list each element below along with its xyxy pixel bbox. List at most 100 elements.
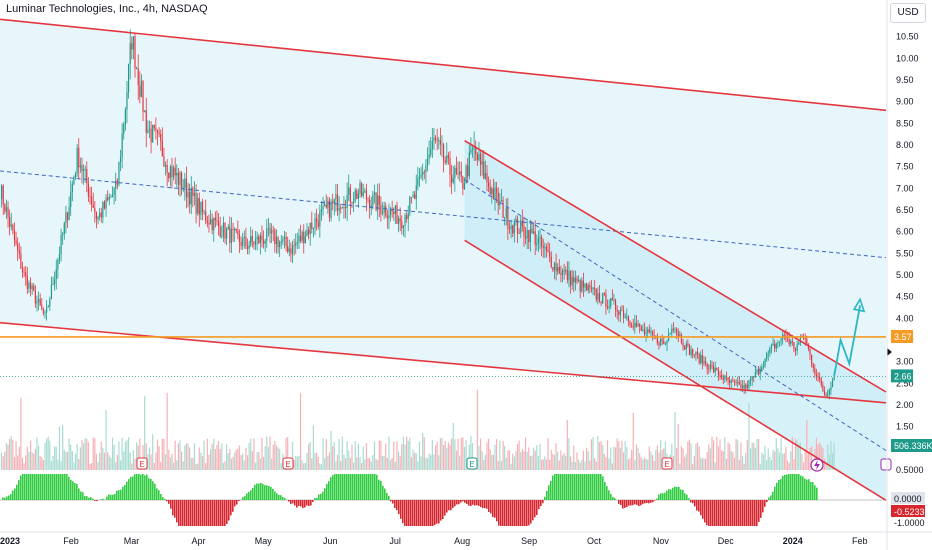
indicator-bar [360,474,362,500]
candle-body [634,322,636,328]
indicator-bar [298,500,300,507]
volume-bar [794,438,797,470]
candle-body [134,36,136,69]
volume-bar [322,438,324,470]
indicator-bar [692,500,694,504]
volume-bar [549,459,551,470]
volume-bar [680,446,683,470]
earnings-marker[interactable]: E [282,457,294,470]
indicator-bar [180,500,182,526]
volume-bar [41,457,43,470]
indicator-bar [184,500,186,526]
volume-bar [264,446,266,470]
volume-bar [801,453,803,470]
candle-body [573,276,575,283]
candle-body [780,338,782,342]
volume-bar [156,439,159,470]
volume-bar [479,438,482,470]
candle-body [312,227,315,229]
indicator-bar [572,474,574,500]
candle-body [455,167,458,174]
candle-body [76,147,78,174]
volume-bar [12,440,14,470]
indicator-bar [598,474,600,500]
candle-body [518,233,520,234]
volume-bar [365,443,368,470]
candle-body [696,351,699,355]
indicator-bar [434,500,436,525]
indicator-bar [334,474,336,500]
volume-bar [250,438,252,470]
volume-bar [357,443,360,470]
volume-bar [74,453,77,470]
indicator-bar [562,474,564,500]
indicator-bar [470,500,472,506]
indicator-bar [398,500,400,515]
earnings-upcoming-badge[interactable] [880,458,892,471]
indicator-bar [566,474,568,500]
indicator-bar [250,490,252,500]
volume-bar [20,397,22,470]
candle-body [211,219,213,231]
candle-body [54,279,56,284]
indicator-bar [718,500,720,526]
indicator-bar [190,500,192,526]
indicator-bar [576,474,578,500]
volume-bar [359,457,361,470]
indicator-bar [134,474,136,500]
currency-button[interactable]: USD [890,3,926,23]
indicator-bar [214,500,216,526]
indicator-bar [630,500,632,506]
earnings-marker[interactable]: E [136,457,148,470]
indicator-bar [424,500,426,526]
candle-body [119,157,122,163]
candle-body [547,250,549,253]
volume-bar [577,459,580,470]
indicator-bar [622,500,624,509]
volume-bar [166,392,168,470]
candle-body [102,201,104,218]
indicator-bar [682,489,684,500]
indicator-bar [138,474,140,500]
volume-bar [484,454,486,470]
indicator-bar [174,500,176,518]
indicator-bar [754,500,756,526]
candle-body [285,236,287,246]
indicator-bar [118,490,120,500]
volume-bar [791,436,793,470]
volume-bar [685,453,687,470]
volume-bar [581,460,583,470]
volume-bar [746,439,748,470]
candle-body [650,331,652,333]
volume-bar [237,448,239,470]
indicator-bar [90,497,92,500]
indicator-bar [28,474,30,500]
indicator-bar [658,494,660,500]
candle-body [412,194,414,198]
candle-body [571,276,573,286]
candle-body [827,393,829,396]
indicator-bar [212,500,214,526]
candle-body [605,294,607,307]
volume-bar [272,444,274,470]
volume-bar [545,459,548,470]
candle-body [446,155,448,163]
earnings-marker[interactable]: E [661,457,673,470]
volume-bar [539,443,541,470]
volume-bar [446,447,448,470]
indicator-bar [14,488,16,500]
volume-bar [799,442,801,470]
indicator-bar [396,500,398,511]
indicator-bar [356,474,358,500]
indicator-bar [430,500,432,526]
indicator-bar [438,500,440,524]
candle-body [124,109,126,125]
candle-body [423,171,425,173]
candle-body [5,207,8,212]
indicator-bar [86,496,88,500]
volume-bar [606,440,609,470]
earnings-marker[interactable]: E [466,457,478,470]
price-tick-label: 4.50 [896,292,914,302]
indicator-bar [704,500,706,523]
